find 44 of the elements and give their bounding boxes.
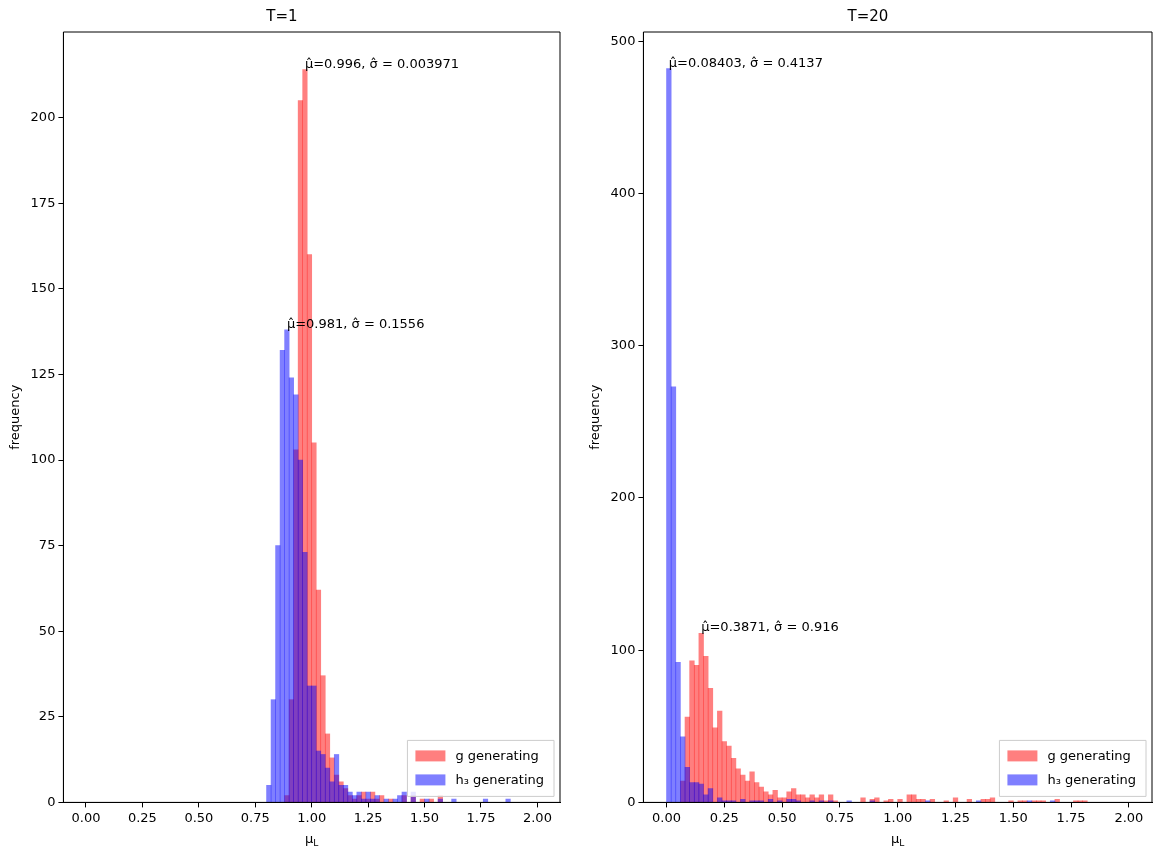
y-axis-title: frequency — [7, 384, 23, 450]
annotation: μ̂=0.996, σ̂ = 0.003971 — [304, 55, 460, 71]
x-tick-label: 1.75 — [466, 809, 496, 825]
legend-label: h₃ generating — [1047, 771, 1137, 787]
x-tick-label: 1.50 — [410, 809, 440, 825]
x-tick-label: 1.25 — [353, 809, 383, 825]
x-tick-label: 0.00 — [652, 809, 682, 825]
y-tick-label: 500 — [610, 32, 636, 48]
y-tick-label: 400 — [610, 184, 636, 200]
x-tick-label: 1.00 — [883, 809, 913, 825]
x-tick-label: 0.00 — [71, 809, 101, 825]
y-tick-label: 300 — [610, 337, 636, 353]
x-tick-label: 1.50 — [998, 809, 1028, 825]
y-tick-label: 50 — [38, 622, 56, 638]
x-tick-label: 0.25 — [709, 809, 739, 825]
x-tick-label: 2.00 — [1114, 809, 1144, 825]
y-tick-label: 125 — [30, 365, 56, 381]
y-tick-label: 25 — [38, 708, 56, 724]
annotation: μ̂=0.3871, σ̂ = 0.916 — [701, 619, 839, 635]
legend-label: g generating — [455, 747, 539, 763]
y-tick-label: 200 — [30, 108, 56, 124]
y-tick-label: 175 — [30, 194, 56, 210]
legend-label: h₃ generating — [455, 771, 545, 787]
y-tick-label: 100 — [30, 451, 56, 467]
x-tick-label: 1.25 — [941, 809, 970, 825]
x-tick-label: 0.25 — [127, 809, 157, 825]
x-tick-label: 0.50 — [767, 809, 797, 825]
legend-label: g generating — [1047, 747, 1131, 763]
y-tick-label: 150 — [30, 280, 56, 296]
x-tick-label: 0.75 — [825, 809, 855, 825]
chart-title: T=20 — [846, 6, 889, 25]
y-tick-label: 0 — [47, 793, 56, 809]
x-tick-label: 1.75 — [1056, 809, 1086, 825]
y-tick-label: 0 — [627, 793, 636, 809]
x-tick-label: 0.50 — [184, 809, 214, 825]
x-tick-label: 0.75 — [240, 809, 270, 825]
y-tick-label: 200 — [610, 489, 636, 505]
annotation: μ̂=0.08403, σ̂ = 0.4137 — [668, 54, 823, 70]
y-axis-title: frequency — [587, 384, 603, 450]
chart-title: T=1 — [265, 6, 298, 25]
x-tick-label: 1.00 — [297, 809, 327, 825]
y-tick-label: 75 — [38, 536, 56, 552]
y-tick-label: 100 — [610, 641, 636, 657]
x-tick-label: 2.00 — [522, 809, 552, 825]
